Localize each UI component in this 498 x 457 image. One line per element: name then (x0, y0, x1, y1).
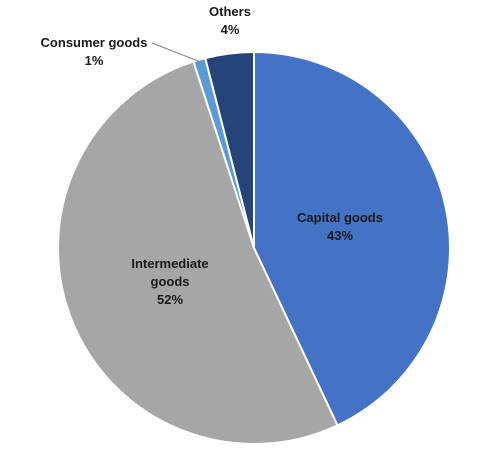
slice-label-consumer-goods: Consumer goods 1% (41, 35, 148, 68)
pie-slice-intermediate-goods (57, 60, 339, 445)
pie-slice-capital-goods (253, 51, 451, 427)
pie-slice-others (204, 51, 255, 249)
leader-line-consumer-goods (151, 42, 201, 63)
slice-labels: Capital goods 43% Intermediate goods 52% Cons… (41, 4, 383, 307)
pie-slices (57, 51, 451, 445)
slice-label-intermediate-goods: Intermediate goods 52% (131, 256, 208, 307)
slice-label-others: Others 4% (209, 4, 251, 37)
slice-label-capital-goods: Capital goods 43% (297, 210, 383, 243)
leader-lines (151, 42, 201, 63)
